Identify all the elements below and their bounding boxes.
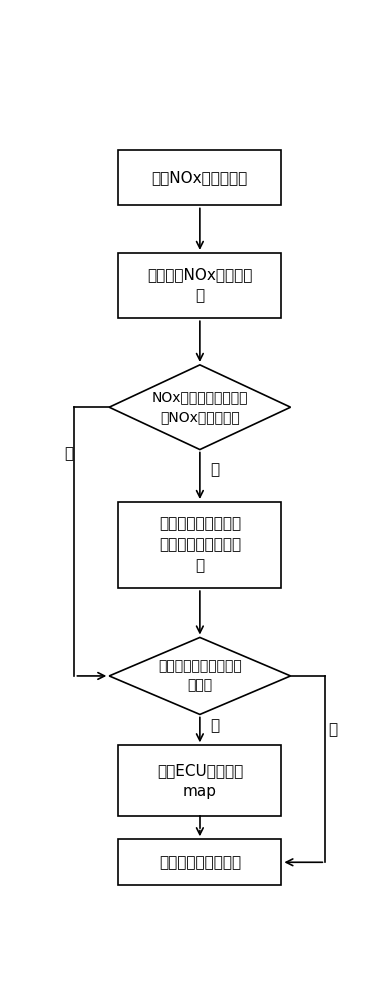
Text: 获取NOx排放标准值: 获取NOx排放标准值 [152, 170, 248, 185]
FancyBboxPatch shape [118, 745, 282, 816]
Text: 是: 是 [211, 718, 220, 733]
Text: 对主喷定时进行自适
应控制，直至差值为
零: 对主喷定时进行自适 应控制，直至差值为 零 [159, 517, 241, 574]
Text: 否: 否 [64, 446, 73, 461]
Text: 调整ECU中的喷油
map: 调整ECU中的喷油 map [157, 763, 243, 799]
FancyBboxPatch shape [118, 150, 282, 205]
Text: 否: 否 [328, 722, 337, 737]
Text: 是: 是 [211, 462, 220, 477]
FancyBboxPatch shape [118, 839, 282, 885]
Polygon shape [109, 365, 291, 450]
Text: NOx稳态排放值是否大
于NOx排放标准值: NOx稳态排放值是否大 于NOx排放标准值 [152, 390, 248, 424]
FancyBboxPatch shape [118, 253, 282, 318]
Text: 实时获取NOx稳态排放
值: 实时获取NOx稳态排放 值 [147, 268, 253, 304]
Text: 主喷定时推迟角度是否
大于零: 主喷定时推迟角度是否 大于零 [158, 659, 242, 693]
FancyBboxPatch shape [118, 502, 282, 588]
Polygon shape [109, 637, 291, 714]
Text: 完成自适应喷油控制: 完成自适应喷油控制 [159, 855, 241, 870]
